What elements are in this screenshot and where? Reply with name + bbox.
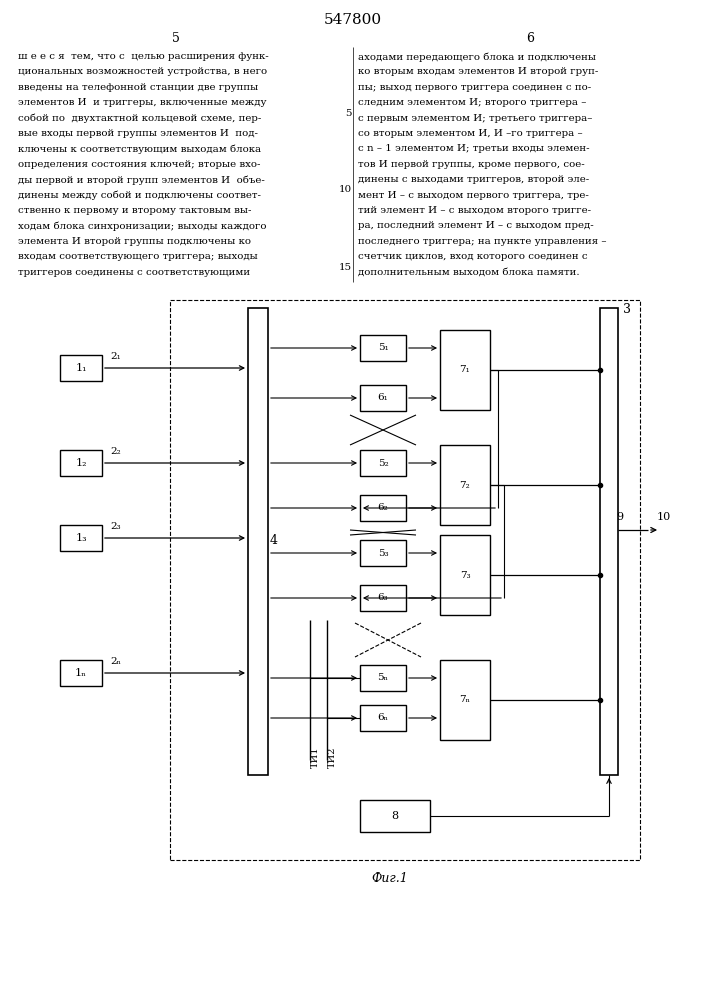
Text: Фиг.1: Фиг.1 — [372, 871, 409, 884]
Text: 5₃: 5₃ — [378, 548, 388, 558]
Text: 5ₙ: 5ₙ — [378, 674, 389, 682]
Text: ходам блока синхронизации; выходы каждого: ходам блока синхронизации; выходы каждог… — [18, 221, 267, 231]
Text: ра, последний элемент И – с выходом пред-: ра, последний элемент И – с выходом пред… — [358, 221, 594, 230]
Bar — [360, 450, 406, 476]
Text: 15: 15 — [339, 262, 352, 271]
Bar — [360, 540, 406, 566]
Bar — [440, 535, 490, 615]
Bar — [170, 300, 640, 860]
Text: элемента И второй группы подключены ко: элемента И второй группы подключены ко — [18, 237, 251, 246]
Text: 5₂: 5₂ — [378, 458, 388, 468]
Text: с n – 1 элементом И; третьи входы элемен-: с n – 1 элементом И; третьи входы элемен… — [358, 144, 590, 153]
Text: 2ₙ: 2ₙ — [110, 657, 122, 666]
Text: динены с выходами триггеров, второй эле-: динены с выходами триггеров, второй эле- — [358, 175, 589, 184]
Text: 8: 8 — [392, 811, 399, 821]
Bar — [60, 525, 102, 551]
Text: следним элементом И; второго триггера –: следним элементом И; второго триггера – — [358, 98, 586, 107]
Text: 2₁: 2₁ — [110, 352, 122, 361]
Bar — [360, 335, 406, 361]
Text: 6₁: 6₁ — [378, 393, 388, 402]
Text: триггеров соединены с соответствующими: триггеров соединены с соответствующими — [18, 268, 250, 277]
Bar — [440, 445, 490, 525]
Text: 5: 5 — [346, 108, 352, 117]
Bar — [360, 585, 406, 611]
Bar — [360, 495, 406, 521]
Text: дополнительным выходом блока памяти.: дополнительным выходом блока памяти. — [358, 268, 580, 277]
Text: 6₃: 6₃ — [378, 593, 388, 602]
Text: 3: 3 — [623, 303, 631, 316]
Text: элементов И  и триггеры, включенные между: элементов И и триггеры, включенные между — [18, 98, 267, 107]
Bar — [360, 665, 406, 691]
Bar — [248, 308, 268, 775]
Bar — [440, 330, 490, 410]
Text: 7ₙ: 7ₙ — [460, 696, 470, 704]
Text: определения состояния ключей; вторые вхо-: определения состояния ключей; вторые вхо… — [18, 160, 260, 169]
Text: счетчик циклов, вход которого соединен с: счетчик циклов, вход которого соединен с — [358, 252, 588, 261]
Bar — [60, 450, 102, 476]
Text: вые входы первой группы элементов И  под-: вые входы первой группы элементов И под- — [18, 129, 258, 138]
Text: 5₁: 5₁ — [378, 344, 388, 353]
Text: 7₂: 7₂ — [460, 481, 470, 489]
Text: со вторым элементом И, И –го триггера –: со вторым элементом И, И –го триггера – — [358, 129, 583, 138]
Text: 10: 10 — [339, 186, 352, 194]
Bar — [360, 800, 430, 832]
Text: 7₁: 7₁ — [460, 365, 470, 374]
Text: 10: 10 — [657, 512, 671, 522]
Text: 4: 4 — [270, 534, 278, 546]
Text: 1₁: 1₁ — [75, 363, 87, 373]
Text: ТИ2: ТИ2 — [328, 746, 337, 768]
Text: пы; выход первого триггера соединен с по-: пы; выход первого триггера соединен с по… — [358, 83, 591, 92]
Text: 2₃: 2₃ — [111, 522, 122, 531]
Bar — [60, 355, 102, 381]
Text: с первым элементом И; третьего триггера–: с первым элементом И; третьего триггера– — [358, 114, 592, 123]
Text: тий элемент И – с выходом второго триггe-: тий элемент И – с выходом второго триггe… — [358, 206, 591, 215]
Text: 547800: 547800 — [324, 13, 382, 27]
Text: 6₂: 6₂ — [378, 504, 388, 512]
Text: 9: 9 — [616, 512, 623, 522]
Text: введены на телефонной станции две группы: введены на телефонной станции две группы — [18, 83, 258, 92]
Text: ко вторым входам элементов И второй груп-: ко вторым входам элементов И второй груп… — [358, 67, 598, 76]
Text: собой по  двухтактной кольцевой схеме, пер-: собой по двухтактной кольцевой схеме, пе… — [18, 114, 262, 123]
Text: 1₃: 1₃ — [75, 533, 87, 543]
Text: ш е е с я  тем, что с  целью расширения функ-: ш е е с я тем, что с целью расширения фу… — [18, 52, 269, 61]
Text: 1ₙ: 1ₙ — [75, 668, 87, 678]
Text: тов И первой группы, кроме первого, сое-: тов И первой группы, кроме первого, сое- — [358, 160, 585, 169]
Bar — [440, 660, 490, 740]
Text: ТИ1: ТИ1 — [311, 746, 320, 768]
Text: динены между собой и подключены соответ-: динены между собой и подключены соответ- — [18, 191, 261, 200]
Text: 7₃: 7₃ — [460, 570, 470, 580]
Text: последнего триггера; на пункте управления –: последнего триггера; на пункте управлени… — [358, 237, 607, 246]
Text: аходами передающего блока и подключены: аходами передающего блока и подключены — [358, 52, 596, 62]
Text: 1₂: 1₂ — [75, 458, 87, 468]
Text: 5: 5 — [172, 31, 180, 44]
Text: мент И – с выходом первого триггера, тре-: мент И – с выходом первого триггера, тре… — [358, 191, 589, 200]
Bar — [600, 308, 618, 775]
Text: ды первой и второй групп элементов И  объе-: ды первой и второй групп элементов И объ… — [18, 175, 265, 185]
Bar — [360, 705, 406, 731]
Text: 6: 6 — [526, 31, 534, 44]
Text: ственно к первому и второму тактовым вы-: ственно к первому и второму тактовым вы- — [18, 206, 252, 215]
Text: 2₂: 2₂ — [110, 447, 122, 456]
Text: циональных возможностей устройства, в него: циональных возможностей устройства, в не… — [18, 67, 267, 76]
Text: 6ₙ: 6ₙ — [378, 714, 389, 722]
Text: ключены к соответствующим выходам блока: ключены к соответствующим выходам блока — [18, 144, 261, 154]
Bar — [360, 385, 406, 411]
Text: входам соответствующего триггера; выходы: входам соответствующего триггера; выходы — [18, 252, 258, 261]
Bar — [60, 660, 102, 686]
